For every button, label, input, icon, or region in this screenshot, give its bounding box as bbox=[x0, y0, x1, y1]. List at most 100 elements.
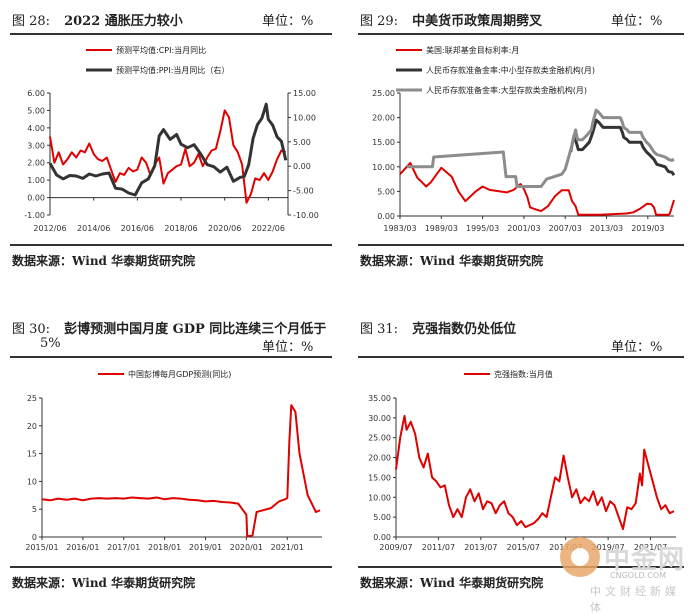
x-tick-label: 2019/03 bbox=[631, 224, 664, 233]
watermark-text: 中金网 bbox=[604, 545, 686, 575]
figure-28-title-text: 2022 通胀压力较小 bbox=[64, 14, 183, 29]
y-tick-label-left: 5.00 bbox=[377, 187, 395, 196]
figure-29-source: 数据来源：Wind 华泰期货研究院 bbox=[360, 254, 544, 268]
x-tick-label: 2019/07 bbox=[592, 543, 625, 552]
y-tick-label-right: 10.00 bbox=[293, 113, 316, 122]
y-tick-label-left: 35.00 bbox=[368, 394, 391, 403]
figure-30-bottom-rule bbox=[10, 566, 332, 568]
y-tick-label-left: 0.00 bbox=[373, 533, 391, 542]
y-tick-label-left: 30.00 bbox=[368, 414, 391, 423]
x-tick-label: 2009/07 bbox=[379, 543, 412, 552]
figure-28-number: 图 28: bbox=[12, 14, 51, 29]
figure-31-top-rule bbox=[358, 356, 684, 358]
figure-31-title-text: 克强指数仍处低位 bbox=[412, 322, 517, 337]
y-tick-label-left: 15.00 bbox=[372, 138, 395, 147]
series-line-1 bbox=[395, 414, 675, 531]
x-tick-label: 2018/06 bbox=[164, 224, 197, 233]
figure-30-title-line2: 5% bbox=[40, 336, 61, 351]
chart-28: -1.00 0.00 1.00 2.00 3.00 4.00 5.00 6.00 -10.00 -… bbox=[24, 45, 319, 233]
y-tick-label-left: 5 bbox=[32, 505, 37, 514]
chart-29: 0.00 5.00 10.00 15.00 20.00 25.00 1983/03 1989/… bbox=[372, 45, 676, 233]
legend-label-1: 预测平均值:CPI:当月同比 bbox=[116, 45, 206, 55]
series-line-1 bbox=[399, 161, 675, 216]
x-tick-label: 2016/01 bbox=[66, 543, 99, 552]
y-tick-label-left: 3.00 bbox=[27, 141, 45, 150]
y-tick-label-left: 20 bbox=[27, 422, 37, 431]
figure-30-top-rule bbox=[10, 356, 332, 358]
y-tick-label-left: -1.00 bbox=[24, 211, 45, 220]
y-tick-label-left: 5.00 bbox=[27, 106, 45, 115]
x-tick-label: 2007/03 bbox=[549, 224, 582, 233]
y-tick-label-left: 0.00 bbox=[27, 194, 45, 203]
figure-29-number: 图 29: bbox=[360, 14, 399, 29]
y-tick-label-left: 5.00 bbox=[373, 513, 391, 522]
watermark-logo-icon bbox=[560, 537, 600, 577]
y-tick-label-right: 5.00 bbox=[293, 138, 311, 147]
series-line-2 bbox=[569, 118, 676, 177]
y-tick-label-left: 6.00 bbox=[27, 89, 45, 98]
y-tick-label-left: 25.00 bbox=[372, 89, 395, 98]
x-tick-label: 2012/06 bbox=[33, 224, 66, 233]
x-tick-label: 2017/01 bbox=[107, 543, 140, 552]
figure-28-source: 数据来源：Wind 华泰期货研究院 bbox=[12, 254, 196, 268]
x-tick-label: 2021/07 bbox=[634, 543, 667, 552]
chart-30: 0 5 10 15 20 25 2015/01 2016/01 2017/01 2018/01 20… bbox=[25, 369, 322, 552]
legend-label-1: 克强指数:当月值 bbox=[494, 369, 553, 379]
x-tick-label: 2015/07 bbox=[507, 543, 540, 552]
series-line-1 bbox=[41, 404, 321, 538]
x-tick-label: 2016/06 bbox=[121, 224, 154, 233]
figure-28-title: 图 28: 2022 通胀压力较小 bbox=[12, 10, 183, 29]
y-tick-label-left: 2.00 bbox=[27, 159, 45, 168]
figure-31-number: 图 31: bbox=[360, 322, 399, 337]
legend-label-3: 人民币存款准备金率:大型存款类金融机构(月) bbox=[426, 85, 587, 95]
x-tick-label: 1995/03 bbox=[466, 224, 499, 233]
x-tick-label: 2020/01 bbox=[230, 543, 263, 552]
watermark-tagline: 中文财经新媒体 bbox=[590, 585, 680, 614]
x-tick-label: 2014/06 bbox=[77, 224, 110, 233]
figure-31-source: 数据来源：Wind 华泰期货研究院 bbox=[360, 576, 544, 590]
x-tick-label: 1989/03 bbox=[425, 224, 458, 233]
chart-31: 0.00 5.00 10.00 15.00 20.00 25.00 30.00 35.00 20… bbox=[368, 369, 676, 552]
y-tick-label-left: 20.00 bbox=[372, 114, 395, 123]
figure-29-top-rule bbox=[358, 33, 684, 35]
y-tick-label-left: 0.00 bbox=[377, 212, 395, 221]
figure-29-title: 图 29: 中美货币政策周期劈叉 bbox=[360, 10, 542, 29]
x-tick-label: 2013/03 bbox=[590, 224, 623, 233]
y-tick-label-left: 10.00 bbox=[372, 163, 395, 172]
figure-31-bottom-rule bbox=[358, 566, 684, 568]
figure-30-unit: 单位：% bbox=[262, 340, 314, 355]
y-tick-label-left: 10 bbox=[27, 477, 37, 486]
y-tick-label-left: 0 bbox=[32, 533, 37, 542]
y-tick-label-left: 25 bbox=[27, 394, 37, 403]
y-tick-label-left: 15.00 bbox=[368, 473, 391, 482]
figure-28-top-rule bbox=[10, 33, 332, 35]
figure-30-title-text: 彭博预测中国月度 GDP 同比连续三个月低于 bbox=[64, 322, 327, 337]
x-tick-label: 1983/03 bbox=[383, 224, 416, 233]
y-tick-label-left: 15 bbox=[27, 450, 37, 459]
watermark: 中金网 CNGOLD.COM 中文财经新媒体 bbox=[560, 535, 690, 614]
y-tick-label-right: -5.00 bbox=[293, 187, 314, 196]
figure-29-bottom-rule bbox=[358, 244, 684, 246]
figure-31-title: 图 31: 克强指数仍处低位 bbox=[360, 318, 516, 337]
legend-label-1: 美国:联邦基金目标利率:月 bbox=[426, 45, 519, 55]
y-tick-label-right: -10.00 bbox=[293, 211, 319, 220]
x-tick-label: 2013/07 bbox=[464, 543, 497, 552]
x-tick-label: 2018/01 bbox=[148, 543, 181, 552]
figure-28-bottom-rule bbox=[10, 244, 332, 246]
figure-29-unit: 单位：% bbox=[611, 14, 663, 29]
y-tick-label-left: 20.00 bbox=[368, 454, 391, 463]
y-tick-label-left: 4.00 bbox=[27, 124, 45, 133]
series-line-3 bbox=[406, 108, 675, 188]
figure-28-unit: 单位：% bbox=[262, 14, 314, 29]
legend-label-2: 人民币存款准备金率:中小型存款类金融机构(月) bbox=[426, 65, 595, 75]
y-tick-label-left: 1.00 bbox=[27, 176, 45, 185]
x-tick-label: 2021/01 bbox=[271, 543, 304, 552]
figure-30-number: 图 30: bbox=[12, 322, 51, 337]
x-tick-label: 2019/01 bbox=[189, 543, 222, 552]
y-tick-label-right: 0.00 bbox=[293, 162, 311, 171]
figure-31-unit: 单位：% bbox=[611, 340, 663, 355]
x-tick-label: 2001/03 bbox=[507, 224, 540, 233]
x-tick-label: 2020/06 bbox=[208, 224, 241, 233]
figure-29-title-text: 中美货币政策周期劈叉 bbox=[412, 14, 543, 29]
x-tick-label: 2011/07 bbox=[422, 543, 455, 552]
